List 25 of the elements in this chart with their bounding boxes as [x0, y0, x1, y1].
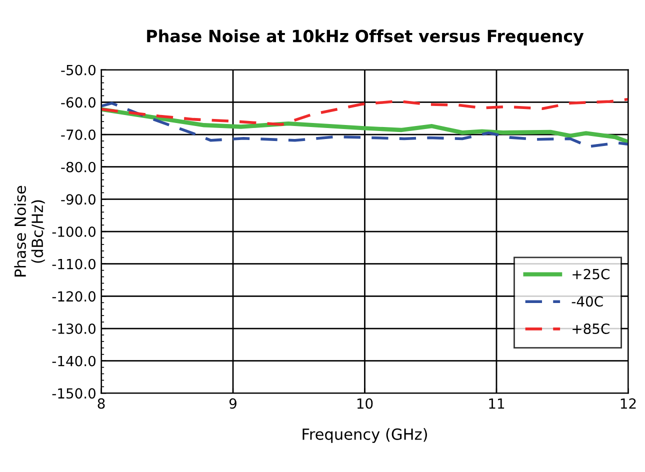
line-series [101, 107, 628, 144]
y-tick-label: -70.0 [61, 129, 96, 140]
line-series [101, 102, 628, 148]
x-tick-label: 12 [620, 398, 636, 409]
legend-label: -40C [572, 296, 603, 307]
y-tick-label: -50.0 [61, 64, 96, 76]
y-tick-label: -100.0 [52, 226, 96, 237]
x-tick-label: 11 [489, 398, 504, 409]
y-tick-label: -80.0 [61, 162, 96, 172]
y-tick-label: -140.0 [52, 356, 96, 366]
y-tick-label: -120.0 [52, 291, 96, 302]
x-tick-label: 8 [98, 398, 105, 409]
y-axis-title: Phase Noise (dBc/Hz) [14, 186, 45, 276]
x-tick-label: 10 [357, 398, 373, 409]
y-tick-label: -60.0 [61, 97, 96, 108]
legend-label: +85C [572, 324, 610, 334]
chart-title: Phase Noise at 10kHz Offset versus Frequency [147, 29, 584, 46]
y-tick-label: -110.0 [52, 258, 96, 270]
x-tick-label: 9 [229, 398, 236, 409]
legend-label: +25C [572, 268, 610, 280]
y-tick-label: -90.0 [61, 194, 96, 205]
line-series [101, 98, 628, 126]
y-tick-label: -150.0 [52, 388, 96, 399]
y-tick-label: -130.0 [52, 323, 96, 334]
x-axis-title: Frequency (GHz) [302, 428, 427, 443]
